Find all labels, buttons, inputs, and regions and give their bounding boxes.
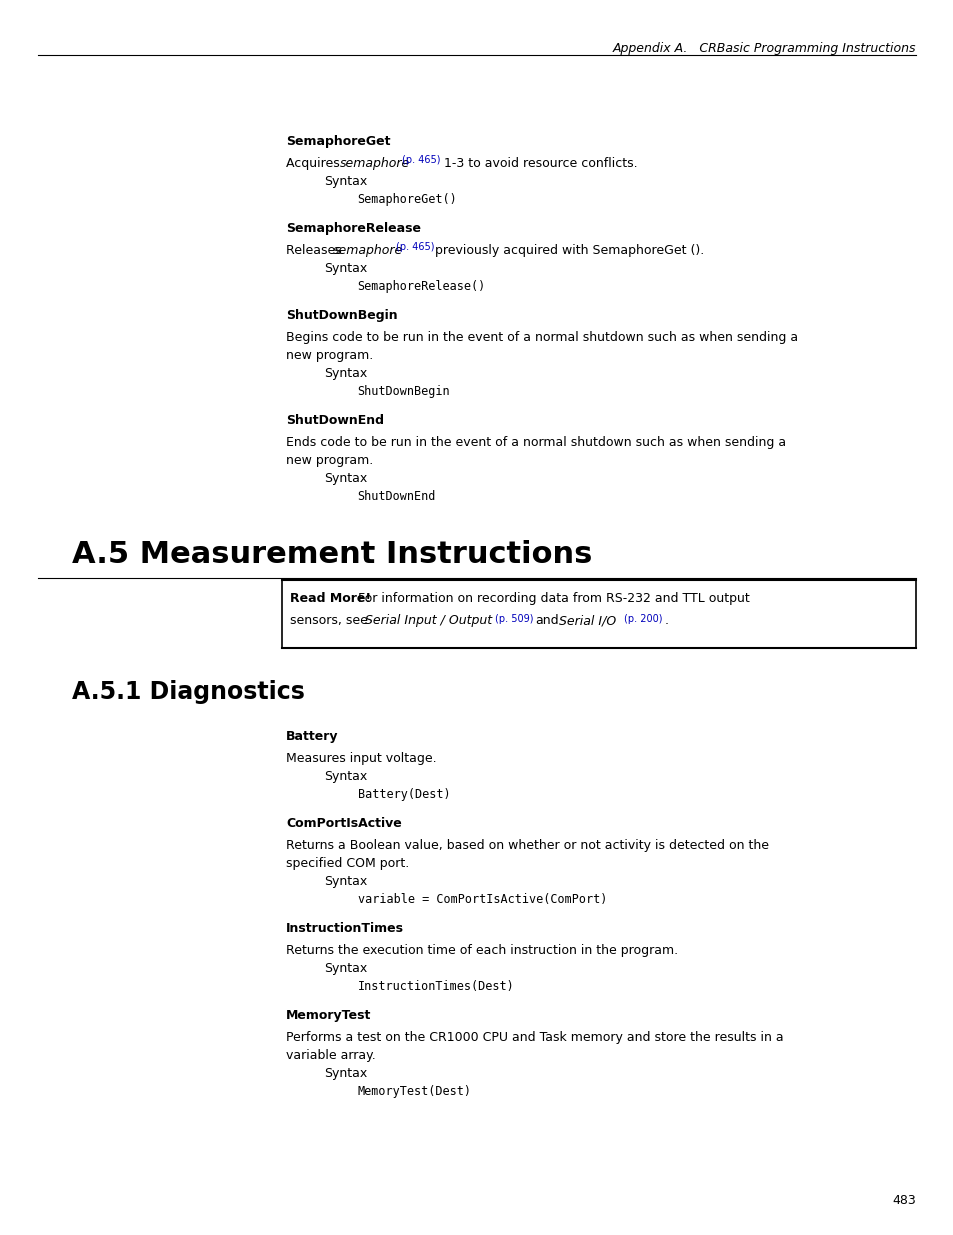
Text: Battery(Dest): Battery(Dest): [357, 788, 450, 802]
Text: For information on recording data from RS-232 and TTL output: For information on recording data from R…: [357, 592, 749, 605]
Text: Releases: Releases: [286, 245, 346, 257]
Text: Battery: Battery: [286, 730, 338, 743]
Text: SemaphoreRelease(): SemaphoreRelease(): [357, 280, 485, 293]
Text: Serial Input / Output: Serial Input / Output: [365, 614, 492, 627]
Text: Returns a Boolean value, based on whether or not activity is detected on the: Returns a Boolean value, based on whethe…: [286, 839, 768, 852]
Text: 1-3 to avoid resource conflicts.: 1-3 to avoid resource conflicts.: [444, 157, 638, 170]
Text: .: .: [663, 614, 667, 627]
Bar: [282, 580, 915, 648]
Text: ShutDownBegin: ShutDownBegin: [357, 385, 450, 398]
Text: Syntax: Syntax: [324, 262, 367, 275]
Text: semaphore: semaphore: [333, 245, 403, 257]
Text: Acquires: Acquires: [286, 157, 344, 170]
Text: Appendix A.   CRBasic Programming Instructions: Appendix A. CRBasic Programming Instruct…: [612, 42, 915, 56]
Text: new program.: new program.: [286, 454, 373, 467]
Text: Performs a test on the CR1000 CPU and Task memory and store the results in a: Performs a test on the CR1000 CPU and Ta…: [286, 1031, 783, 1044]
Text: SemaphoreGet: SemaphoreGet: [286, 135, 391, 148]
Text: sensors, see: sensors, see: [290, 614, 372, 627]
Text: Syntax: Syntax: [324, 769, 367, 783]
Text: Syntax: Syntax: [324, 175, 367, 188]
Text: Syntax: Syntax: [324, 1067, 367, 1079]
Text: specified COM port.: specified COM port.: [286, 857, 409, 869]
Text: Measures input voltage.: Measures input voltage.: [286, 752, 436, 764]
Text: SemaphoreGet(): SemaphoreGet(): [357, 193, 457, 206]
Text: Syntax: Syntax: [324, 367, 367, 380]
Text: (p. 465): (p. 465): [402, 156, 440, 165]
Text: Serial I/O: Serial I/O: [558, 614, 616, 627]
Text: Syntax: Syntax: [324, 962, 367, 974]
Text: previously acquired with SemaphoreGet ().: previously acquired with SemaphoreGet ()…: [435, 245, 703, 257]
Text: A.5.1 Diagnostics: A.5.1 Diagnostics: [71, 680, 304, 704]
Text: Begins code to be run in the event of a normal shutdown such as when sending a: Begins code to be run in the event of a …: [286, 331, 798, 345]
Text: A.5 Measurement Instructions: A.5 Measurement Instructions: [71, 540, 591, 569]
Text: Syntax: Syntax: [324, 472, 367, 485]
Text: (p. 465): (p. 465): [395, 242, 435, 252]
Text: (p. 200): (p. 200): [623, 614, 662, 624]
Text: variable array.: variable array.: [286, 1049, 375, 1062]
Text: MemoryTest(Dest): MemoryTest(Dest): [357, 1086, 471, 1098]
Text: (p. 509): (p. 509): [495, 614, 533, 624]
Text: ShutDownEnd: ShutDownEnd: [286, 414, 384, 427]
Text: semaphore: semaphore: [340, 157, 410, 170]
Text: variable = ComPortIsActive(ComPort): variable = ComPortIsActive(ComPort): [357, 893, 606, 906]
Text: ShutDownEnd: ShutDownEnd: [357, 490, 436, 503]
Text: Read More!: Read More!: [290, 592, 371, 605]
Text: MemoryTest: MemoryTest: [286, 1009, 371, 1023]
Text: InstructionTimes: InstructionTimes: [286, 923, 404, 935]
Text: Returns the execution time of each instruction in the program.: Returns the execution time of each instr…: [286, 944, 678, 957]
Text: Ends code to be run in the event of a normal shutdown such as when sending a: Ends code to be run in the event of a no…: [286, 436, 785, 450]
Text: SemaphoreRelease: SemaphoreRelease: [286, 222, 421, 235]
Text: and: and: [535, 614, 558, 627]
Text: Syntax: Syntax: [324, 876, 367, 888]
Text: ShutDownBegin: ShutDownBegin: [286, 309, 397, 322]
Text: InstructionTimes(Dest): InstructionTimes(Dest): [357, 981, 514, 993]
Text: 483: 483: [891, 1194, 915, 1207]
Text: new program.: new program.: [286, 350, 373, 362]
Text: ComPortIsActive: ComPortIsActive: [286, 818, 401, 830]
